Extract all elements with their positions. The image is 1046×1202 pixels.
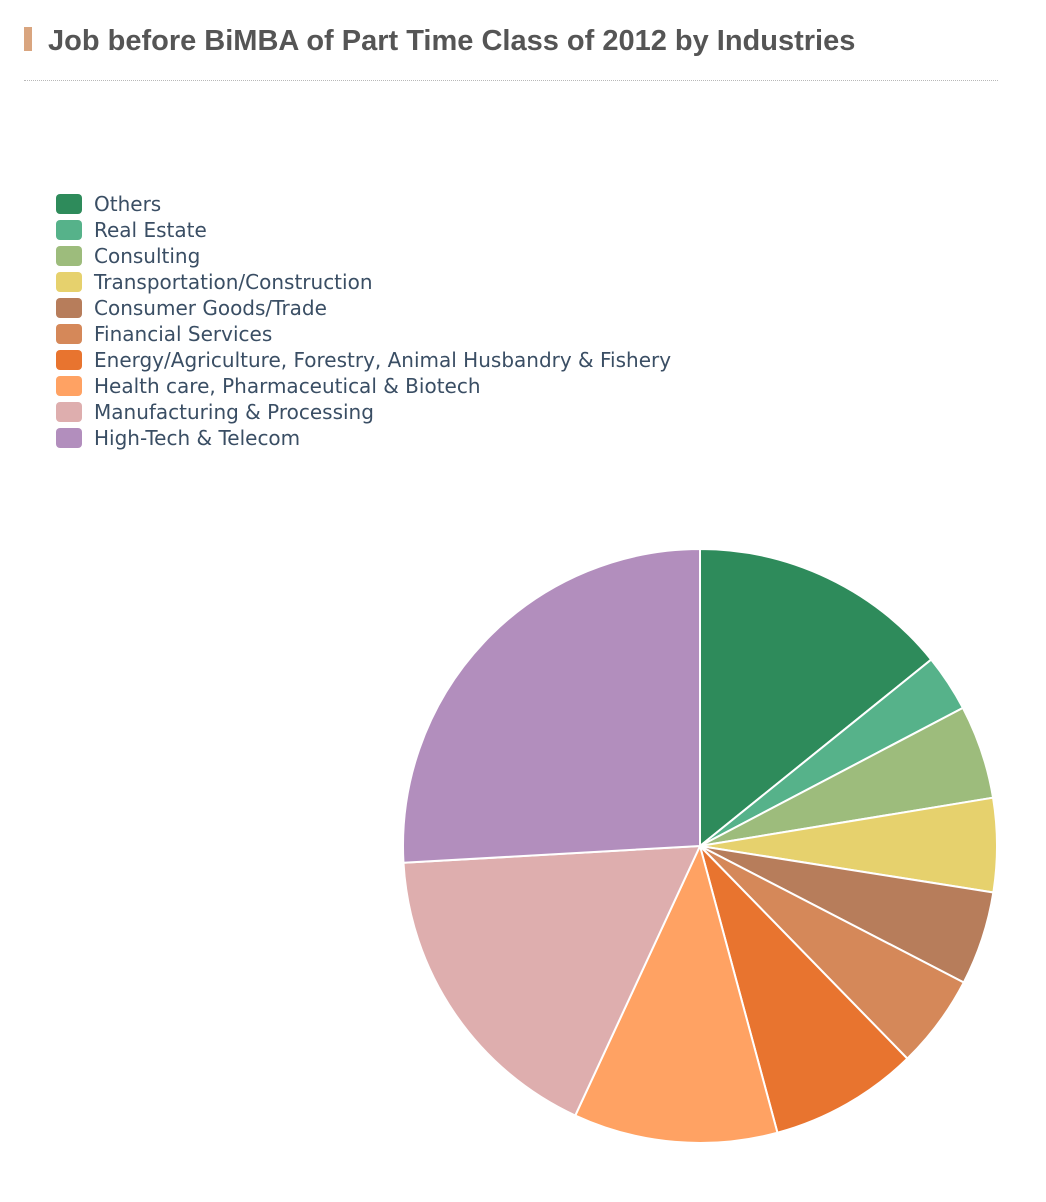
pie-slice[interactable] [699,548,933,847]
chart-header: Job before BiMBA of Part Time Class of 2… [24,22,998,81]
legend-label: Consumer Goods/Trade [94,296,327,320]
legend-swatch [56,194,82,214]
legend-swatch [56,298,82,318]
legend-label: Others [94,192,162,216]
legend-item[interactable]: High-Tech & Telecom [56,425,671,451]
legend-item[interactable]: Health care, Pharmaceutical & Biotech [56,373,671,399]
legend-label: Transportation/Construction [94,270,373,294]
legend-label: Energy/Agriculture, Forestry, Animal Hus… [94,348,672,372]
legend-label: Manufacturing & Processing [94,400,374,424]
pie-slice[interactable] [402,548,701,864]
legend-item[interactable]: Consumer Goods/Trade [56,295,671,321]
chart-title: Job before BiMBA of Part Time Class of 2… [48,25,856,57]
legend-label: Financial Services [94,322,273,346]
legend-label: Real Estate [94,218,207,242]
pie-slice[interactable] [574,845,779,1144]
legend-swatch [56,428,82,448]
pie-slice[interactable] [699,845,909,1134]
legend-item[interactable]: Transportation/Construction [56,269,671,295]
legend-swatch [56,324,82,344]
legend-swatch [56,272,82,292]
legend-item[interactable]: Financial Services [56,321,671,347]
legend-swatch [56,350,82,370]
legend-swatch [56,246,82,266]
legend-label: Health care, Pharmaceutical & Biotech [94,374,481,398]
legend-swatch [56,220,82,240]
legend-item[interactable]: Energy/Agriculture, Forestry, Animal Hus… [56,347,671,373]
pie-chart [402,548,998,1144]
legend-label: Consulting [94,244,201,268]
legend-item[interactable]: Real Estate [56,217,671,243]
pie-slice[interactable] [402,845,701,1117]
legend-item[interactable]: Others [56,191,671,217]
legend: Others Real Estate Consulting Transportatio… [56,191,671,451]
legend-swatch [56,376,82,396]
legend-label: High-Tech & Telecom [94,426,301,450]
legend-swatch [56,402,82,422]
legend-item[interactable]: Manufacturing & Processing [56,399,671,425]
legend-item[interactable]: Consulting [56,243,671,269]
title-accent-bar [24,27,32,51]
